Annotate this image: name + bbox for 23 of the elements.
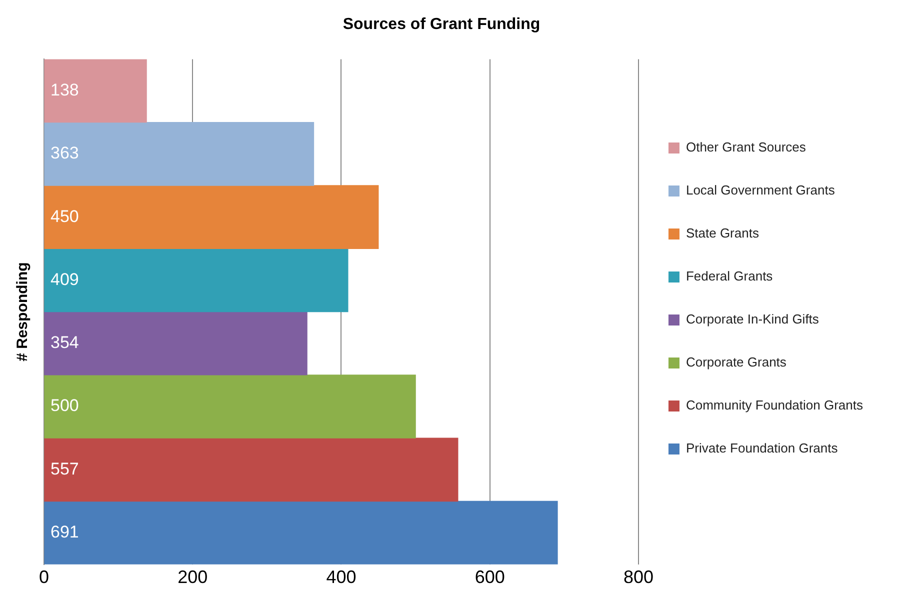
y-axis-title: # Responding bbox=[14, 262, 32, 362]
data-label: 500 bbox=[50, 396, 79, 416]
legend-label: State Grants bbox=[686, 226, 760, 241]
legend-label: Federal Grants bbox=[686, 268, 774, 284]
legend-label: Local Government Grants bbox=[686, 182, 836, 198]
x-tick-label: 400 bbox=[326, 567, 356, 588]
data-label: 450 bbox=[50, 206, 79, 226]
legend-label: Community Foundation Grants bbox=[686, 398, 864, 413]
data-label: 138 bbox=[50, 80, 79, 100]
data-label: 557 bbox=[50, 459, 79, 478]
data-label: 363 bbox=[50, 144, 79, 163]
x-tick-label: 600 bbox=[474, 567, 505, 588]
data-label: 354 bbox=[50, 333, 79, 352]
x-tick-label: 200 bbox=[178, 567, 208, 588]
x-tick-label: 0 bbox=[38, 567, 50, 588]
legend-label: Private Foundation Grants bbox=[686, 440, 838, 456]
data-label: 691 bbox=[50, 522, 79, 542]
legend-label: Corporate Grants bbox=[686, 354, 787, 370]
data-label: 409 bbox=[50, 270, 79, 289]
chart-title: Sources of Grant Funding bbox=[342, 16, 540, 34]
legend-label: Corporate In-Kind Gifts bbox=[686, 312, 820, 327]
x-tick-label: 800 bbox=[623, 567, 654, 588]
legend-label: Other Grant Sources bbox=[686, 140, 806, 155]
